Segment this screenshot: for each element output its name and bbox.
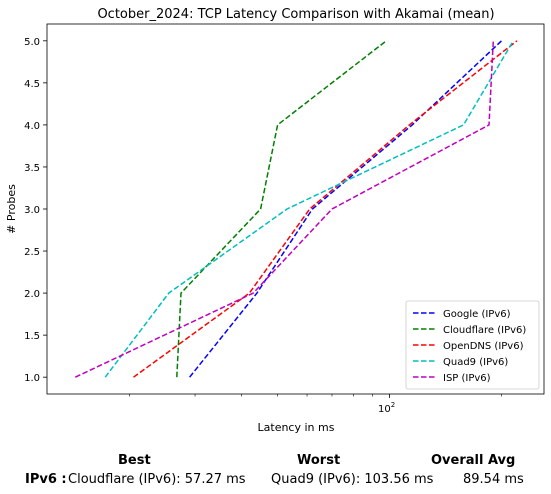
x-axis-label: Latency in ms <box>258 421 335 434</box>
y-tick-label: 1.5 <box>24 331 40 342</box>
legend: Google (IPv6) Cloudflare (IPv6) OpenDNS (I… <box>405 300 540 390</box>
best-value: Cloudflare (IPv6): 57.27 ms <box>68 472 246 487</box>
series-lines <box>74 40 518 378</box>
x-tick-label: 102 <box>378 401 395 415</box>
latency-chart: October_2024: TCP Latency Comparison wit… <box>5 7 545 434</box>
y-tick-label: 2.5 <box>24 247 40 258</box>
y-axis-label: # Probes <box>5 184 18 234</box>
series-line-google-ipv6 <box>189 40 503 378</box>
legend-label: OpenDNS (IPv6) <box>443 341 524 352</box>
legend-label: ISP (IPv6) <box>443 373 491 384</box>
x-tick-label-base: 10 <box>378 404 391 415</box>
legend-label: Quad9 (IPv6) <box>443 357 508 368</box>
plot-frame <box>46 23 545 395</box>
worst-value: Quad9 (IPv6): 103.56 ms <box>271 472 434 487</box>
best-header: Best <box>118 453 151 468</box>
series-line-cloudflare-ipv6 <box>176 40 387 378</box>
legend-label: Cloudflare (IPv6) <box>443 325 526 336</box>
legend-box <box>405 300 540 390</box>
y-axis-ticks: 1.0 1.5 2.0 2.5 3.0 3.5 4.0 4.5 5.0 <box>24 37 47 384</box>
y-tick-label: 5.0 <box>24 37 40 48</box>
y-tick-label: 1.0 <box>24 373 40 384</box>
series-line-isp-ipv6 <box>74 40 495 378</box>
x-tick-label-exponent: 2 <box>391 401 395 409</box>
overall-avg-value: 89.54 ms <box>463 472 524 487</box>
y-tick-label: 4.5 <box>24 79 40 90</box>
series-line-quad9-ipv6 <box>104 40 514 378</box>
chart-title: October_2024: TCP Latency Comparison wit… <box>97 7 494 22</box>
y-tick-label: 4.0 <box>24 121 40 132</box>
x-axis-ticks: 102 <box>129 394 502 415</box>
y-tick-label: 2.0 <box>24 289 40 300</box>
worst-header: Worst <box>297 453 341 468</box>
y-tick-label: 3.0 <box>24 205 40 216</box>
legend-label: Google (IPv6) <box>443 309 511 320</box>
overall-avg-header: Overall Avg <box>431 453 516 468</box>
y-tick-label: 3.5 <box>24 163 40 174</box>
summary-table: Best Worst Overall Avg IPv6 : Cloudflare… <box>0 448 551 494</box>
row-label-ipv6: IPv6 : <box>25 472 67 487</box>
